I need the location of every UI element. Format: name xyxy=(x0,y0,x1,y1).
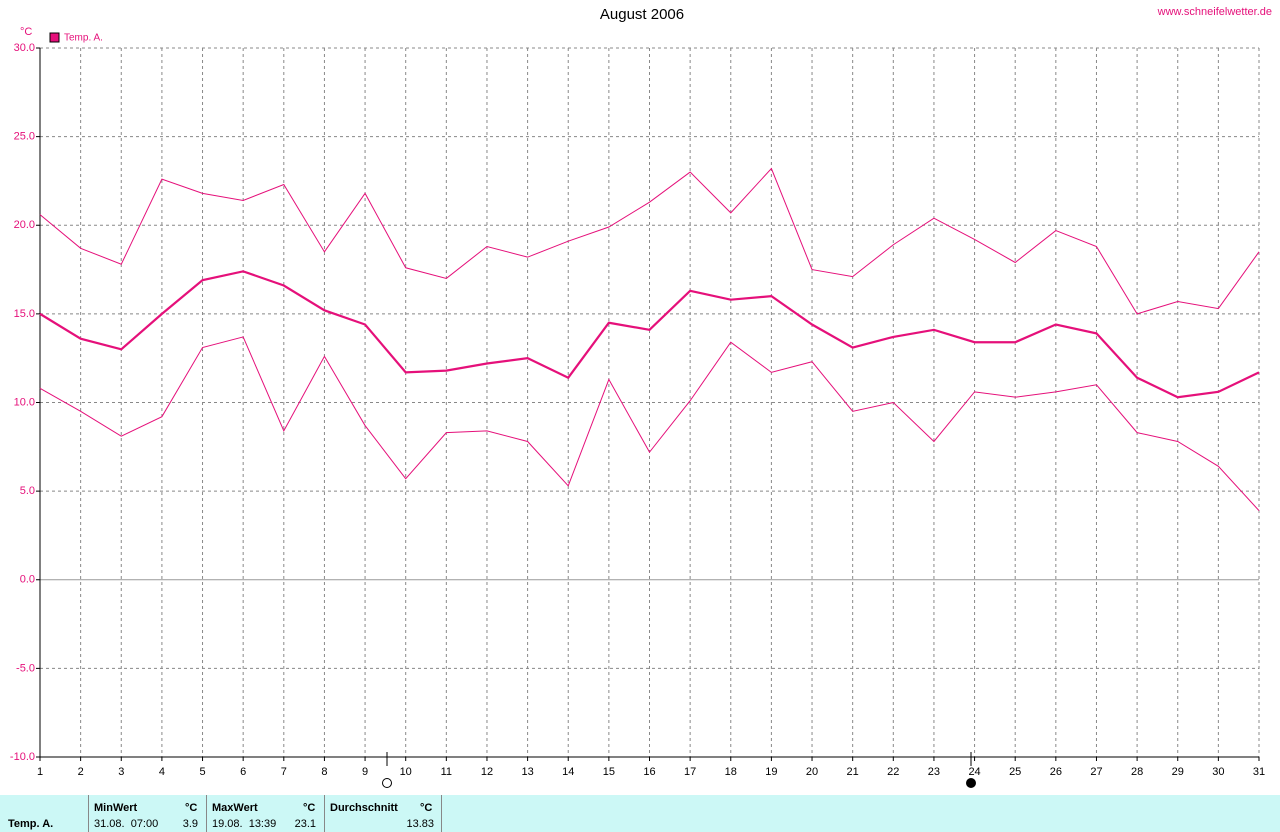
series-line xyxy=(39,270,1260,399)
legend-label: Temp. A. xyxy=(64,33,103,44)
x-tick-label: 21 xyxy=(847,766,859,778)
x-tick-label: 28 xyxy=(1131,766,1143,778)
full-moon xyxy=(382,778,392,788)
x-tick-label: 27 xyxy=(1090,766,1102,778)
stats-table: Temp. A. MinWert °C 31.08. 07:00 3.9 Max… xyxy=(0,795,1280,832)
x-tick-label: 1 xyxy=(37,766,43,778)
x-tick-label: 6 xyxy=(240,766,246,778)
x-tick-label: 26 xyxy=(1050,766,1062,778)
x-tick-label: 30 xyxy=(1212,766,1224,778)
x-tick-label: 29 xyxy=(1172,766,1184,778)
x-tick-label: 22 xyxy=(887,766,899,778)
y-tick-label: 25.0 xyxy=(14,131,35,143)
x-tick-label: 9 xyxy=(362,766,368,778)
series-line xyxy=(39,167,1260,315)
x-tick-label: 13 xyxy=(521,766,533,778)
x-tick-label: 8 xyxy=(321,766,327,778)
x-tick-label: 2 xyxy=(78,766,84,778)
x-tick-label: 20 xyxy=(806,766,818,778)
y-tick-label: 30.0 xyxy=(14,42,35,54)
y-tick-label: -5.0 xyxy=(16,662,35,674)
stats-header: Durchschnitt xyxy=(330,802,398,814)
new-moon xyxy=(966,778,976,788)
stats-header: MaxWert xyxy=(212,802,258,814)
stats-unit: °C xyxy=(303,802,316,814)
x-tick-label: 10 xyxy=(400,766,412,778)
x-tick-label: 18 xyxy=(725,766,737,778)
stats-unit: °C xyxy=(420,802,433,814)
x-tick-label: 14 xyxy=(562,766,574,778)
chart: August 2006 www.schneifelwetter.de °C -1… xyxy=(10,6,1272,788)
x-tick-label: 17 xyxy=(684,766,696,778)
stats-value: 13.83 xyxy=(406,818,434,830)
x-tick-label: 12 xyxy=(481,766,493,778)
stats-label: Temp. A. xyxy=(8,818,54,830)
y-tick-label: -10.0 xyxy=(10,751,35,763)
y-tick-label: 0.0 xyxy=(20,574,35,586)
x-tick-label: 5 xyxy=(199,766,205,778)
x-tick-label: 19 xyxy=(765,766,777,778)
legend-swatch xyxy=(49,32,60,43)
chart-title: August 2006 xyxy=(600,6,684,23)
y-tick-label: 15.0 xyxy=(14,308,35,320)
x-tick-label: 24 xyxy=(968,766,980,778)
y-tick-label: 20.0 xyxy=(14,219,35,231)
stats-value: 3.9 xyxy=(182,818,198,830)
x-tick-label: 4 xyxy=(159,766,165,778)
stats-value: 23.1 xyxy=(294,818,316,830)
x-tick-label: 16 xyxy=(643,766,655,778)
x-tick-label: 23 xyxy=(928,766,940,778)
y-axis-label: °C xyxy=(20,26,32,38)
x-tick-label: 25 xyxy=(1009,766,1021,778)
y-tick-label: 10.0 xyxy=(14,396,35,408)
x-tick-label: 31 xyxy=(1253,766,1265,778)
x-tick-label: 11 xyxy=(441,766,452,778)
source: www.schneifelwetter.de xyxy=(1157,6,1272,18)
stats-header: MinWert xyxy=(94,802,138,814)
x-tick-label: 3 xyxy=(118,766,124,778)
stats-time: 31.08. 07:00 xyxy=(94,818,159,830)
series-line xyxy=(39,336,1260,511)
x-tick-label: 7 xyxy=(281,766,287,778)
stats-unit: °C xyxy=(185,802,198,814)
y-tick-label: 5.0 xyxy=(20,485,35,497)
x-tick-label: 15 xyxy=(603,766,615,778)
stats-time: 19.08. 13:39 xyxy=(212,818,277,830)
